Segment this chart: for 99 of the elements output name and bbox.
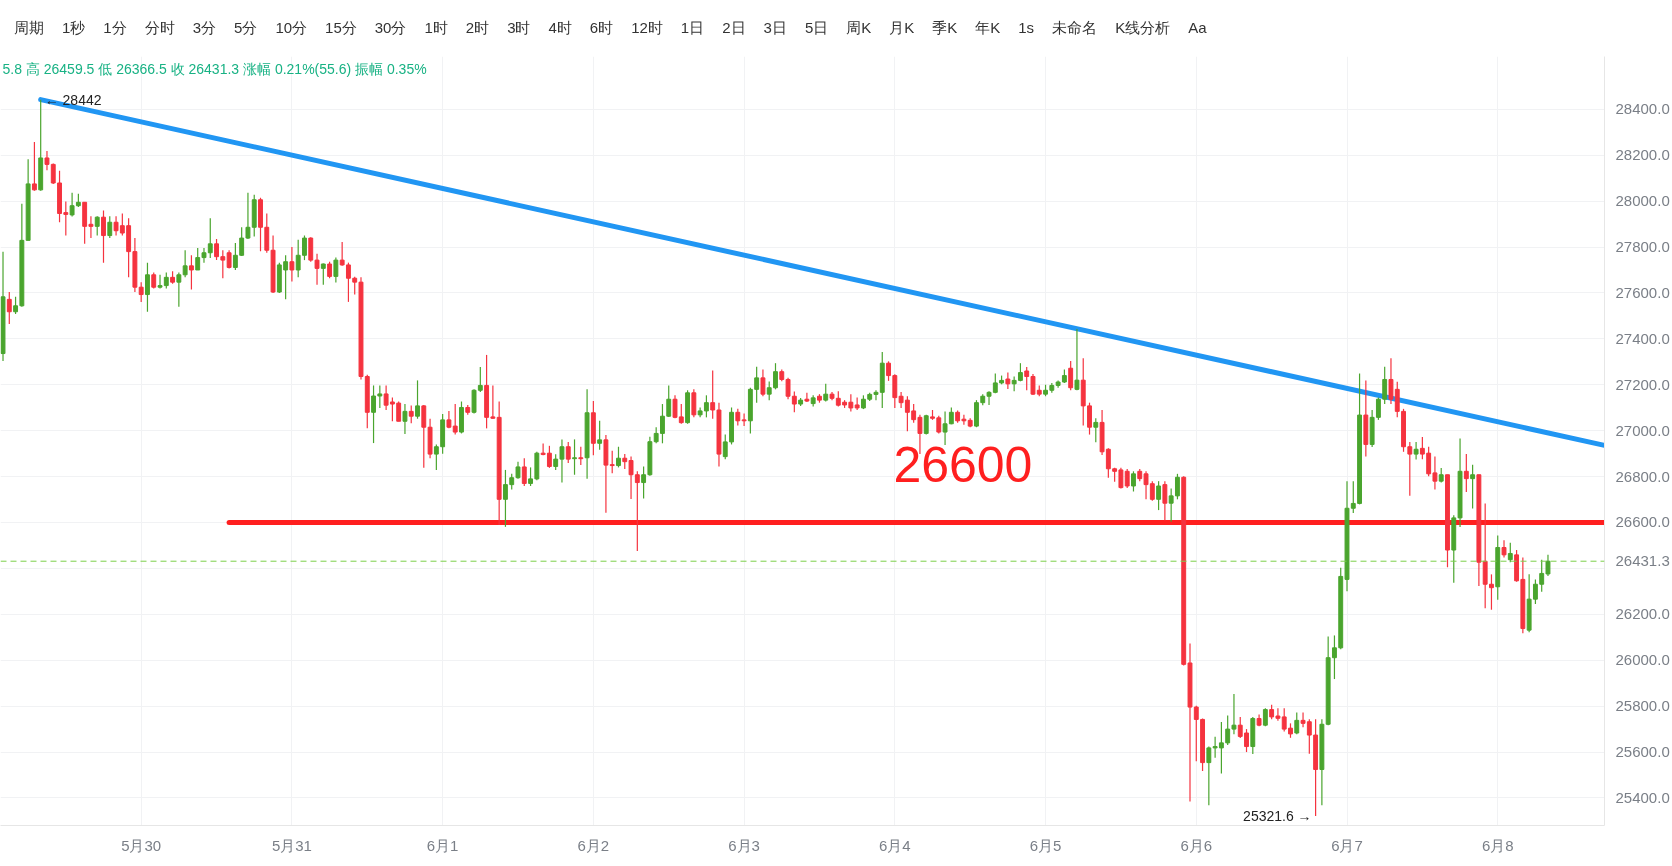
y-tick-label: 26600.0 — [1615, 513, 1670, 531]
annotation: 26600 — [893, 436, 1033, 493]
text: 10分 — [275, 18, 308, 39]
candlestick — [760, 369, 766, 397]
candlestick — [402, 403, 408, 435]
text: 年K — [975, 18, 1001, 39]
text: Aa — [1188, 18, 1207, 39]
candlestick — [138, 281, 144, 303]
text: 1分 — [103, 18, 127, 39]
candlestick — [333, 256, 339, 283]
candlestick — [182, 249, 188, 278]
text: 季K — [932, 18, 958, 39]
x-tick-label: 6月2 — [577, 836, 610, 854]
candlestick — [1074, 328, 1080, 391]
x-tick-label: 6月6 — [1180, 836, 1213, 854]
x-tick-label: 6月5 — [1029, 836, 1062, 854]
candlestick — [942, 410, 948, 446]
candlestick — [1068, 360, 1074, 391]
candlestick — [94, 215, 100, 237]
text: 5分 — [234, 18, 258, 39]
x-tick-label: 5月30 — [121, 836, 162, 854]
candlestick — [1507, 542, 1513, 563]
text: 2日 — [722, 18, 746, 39]
x-tick-label: 6月8 — [1481, 836, 1514, 854]
candlestick — [521, 457, 527, 487]
x-tick-label: 6月4 — [878, 836, 911, 854]
candlestick — [791, 390, 797, 413]
x-tick-label: 6月7 — [1331, 836, 1363, 854]
text: 月K — [889, 18, 915, 39]
candlestick — [1413, 441, 1419, 461]
annotation: 25321.6 → — [1243, 807, 1312, 824]
y-tick-label: 26200.0 — [1615, 605, 1670, 623]
text: 12时 — [631, 18, 663, 39]
text: 未命名 — [1052, 18, 1098, 39]
candlestick — [1206, 745, 1212, 806]
text: 30分 — [374, 18, 407, 39]
candlestick — [572, 438, 577, 476]
text: 1秒 — [62, 18, 86, 39]
candlestick — [565, 441, 571, 464]
y-tick-label: 27200.0 — [1615, 375, 1670, 393]
candlestick — [722, 433, 728, 460]
candlestick — [415, 379, 420, 420]
x-tick-label: 6月3 — [728, 836, 760, 854]
text: 1s — [1018, 18, 1035, 39]
candlestick — [320, 262, 326, 286]
y-tick-label: 27000.0 — [1615, 421, 1670, 439]
candlestick — [1093, 417, 1099, 443]
text: 周期 — [14, 18, 44, 39]
candlestick — [188, 254, 194, 291]
candlestick — [145, 262, 150, 313]
candlestick — [691, 388, 697, 418]
text: 15分 — [325, 18, 357, 39]
text: 1日 — [680, 18, 705, 39]
annotation: 5.8 高 26459.5 低 26366.5 收 26431.3 涨幅 0.21%(55.6) 振幅 0.35% — [2, 60, 427, 77]
candlestick — [31, 141, 37, 192]
y-tick-label: 28400.0 — [1615, 100, 1670, 118]
y-tick-label: 26000.0 — [1615, 651, 1670, 669]
text: 3分 — [192, 18, 217, 39]
candlestick — [854, 397, 860, 411]
candlestick — [1131, 470, 1136, 493]
text: 4时 — [548, 18, 572, 39]
candlestick — [616, 446, 621, 468]
y-tick-label: 25600.0 — [1615, 743, 1670, 761]
text: 1时 — [424, 18, 448, 39]
text: 3时 — [507, 18, 531, 39]
text: 6时 — [589, 18, 614, 39]
candlestick — [107, 215, 113, 239]
ref-line-label: 26431.3 — [1615, 552, 1670, 570]
candlestick — [1463, 453, 1469, 493]
y-tick-label: 28200.0 — [1615, 146, 1670, 164]
y-tick-label: 27600.0 — [1615, 283, 1670, 301]
candlestick — [207, 217, 213, 259]
text: 5日 — [804, 18, 829, 39]
y-tick-label: 25400.0 — [1615, 788, 1670, 806]
candlestick — [804, 392, 810, 403]
text: 周K — [846, 18, 872, 39]
y-tick-label: 25800.0 — [1615, 697, 1670, 715]
text: 3日 — [763, 18, 787, 39]
text: K线分析 — [1115, 18, 1171, 39]
y-tick-label: 26800.0 — [1615, 467, 1670, 485]
candlestick — [1470, 464, 1476, 510]
y-tick-label: 28000.0 — [1615, 192, 1670, 210]
x-tick-label: 5月31 — [271, 836, 312, 854]
candlestick — [1162, 480, 1168, 522]
y-tick-label: 27800.0 — [1615, 238, 1670, 256]
x-tick-label: 6月1 — [426, 836, 459, 854]
text: 2时 — [465, 18, 490, 39]
candlestick — [578, 446, 584, 466]
y-tick-label: 27400.0 — [1615, 329, 1670, 347]
candlestick — [101, 209, 106, 264]
candlestick — [597, 420, 603, 451]
candlestick — [289, 246, 295, 283]
candlestick — [1005, 371, 1011, 390]
candlestick — [1156, 480, 1162, 511]
text: 分时 — [144, 18, 175, 39]
candlestick — [44, 150, 50, 171]
annotation: ← 28442 — [44, 91, 102, 108]
candlestick — [6, 291, 12, 325]
candlestick — [176, 271, 182, 308]
